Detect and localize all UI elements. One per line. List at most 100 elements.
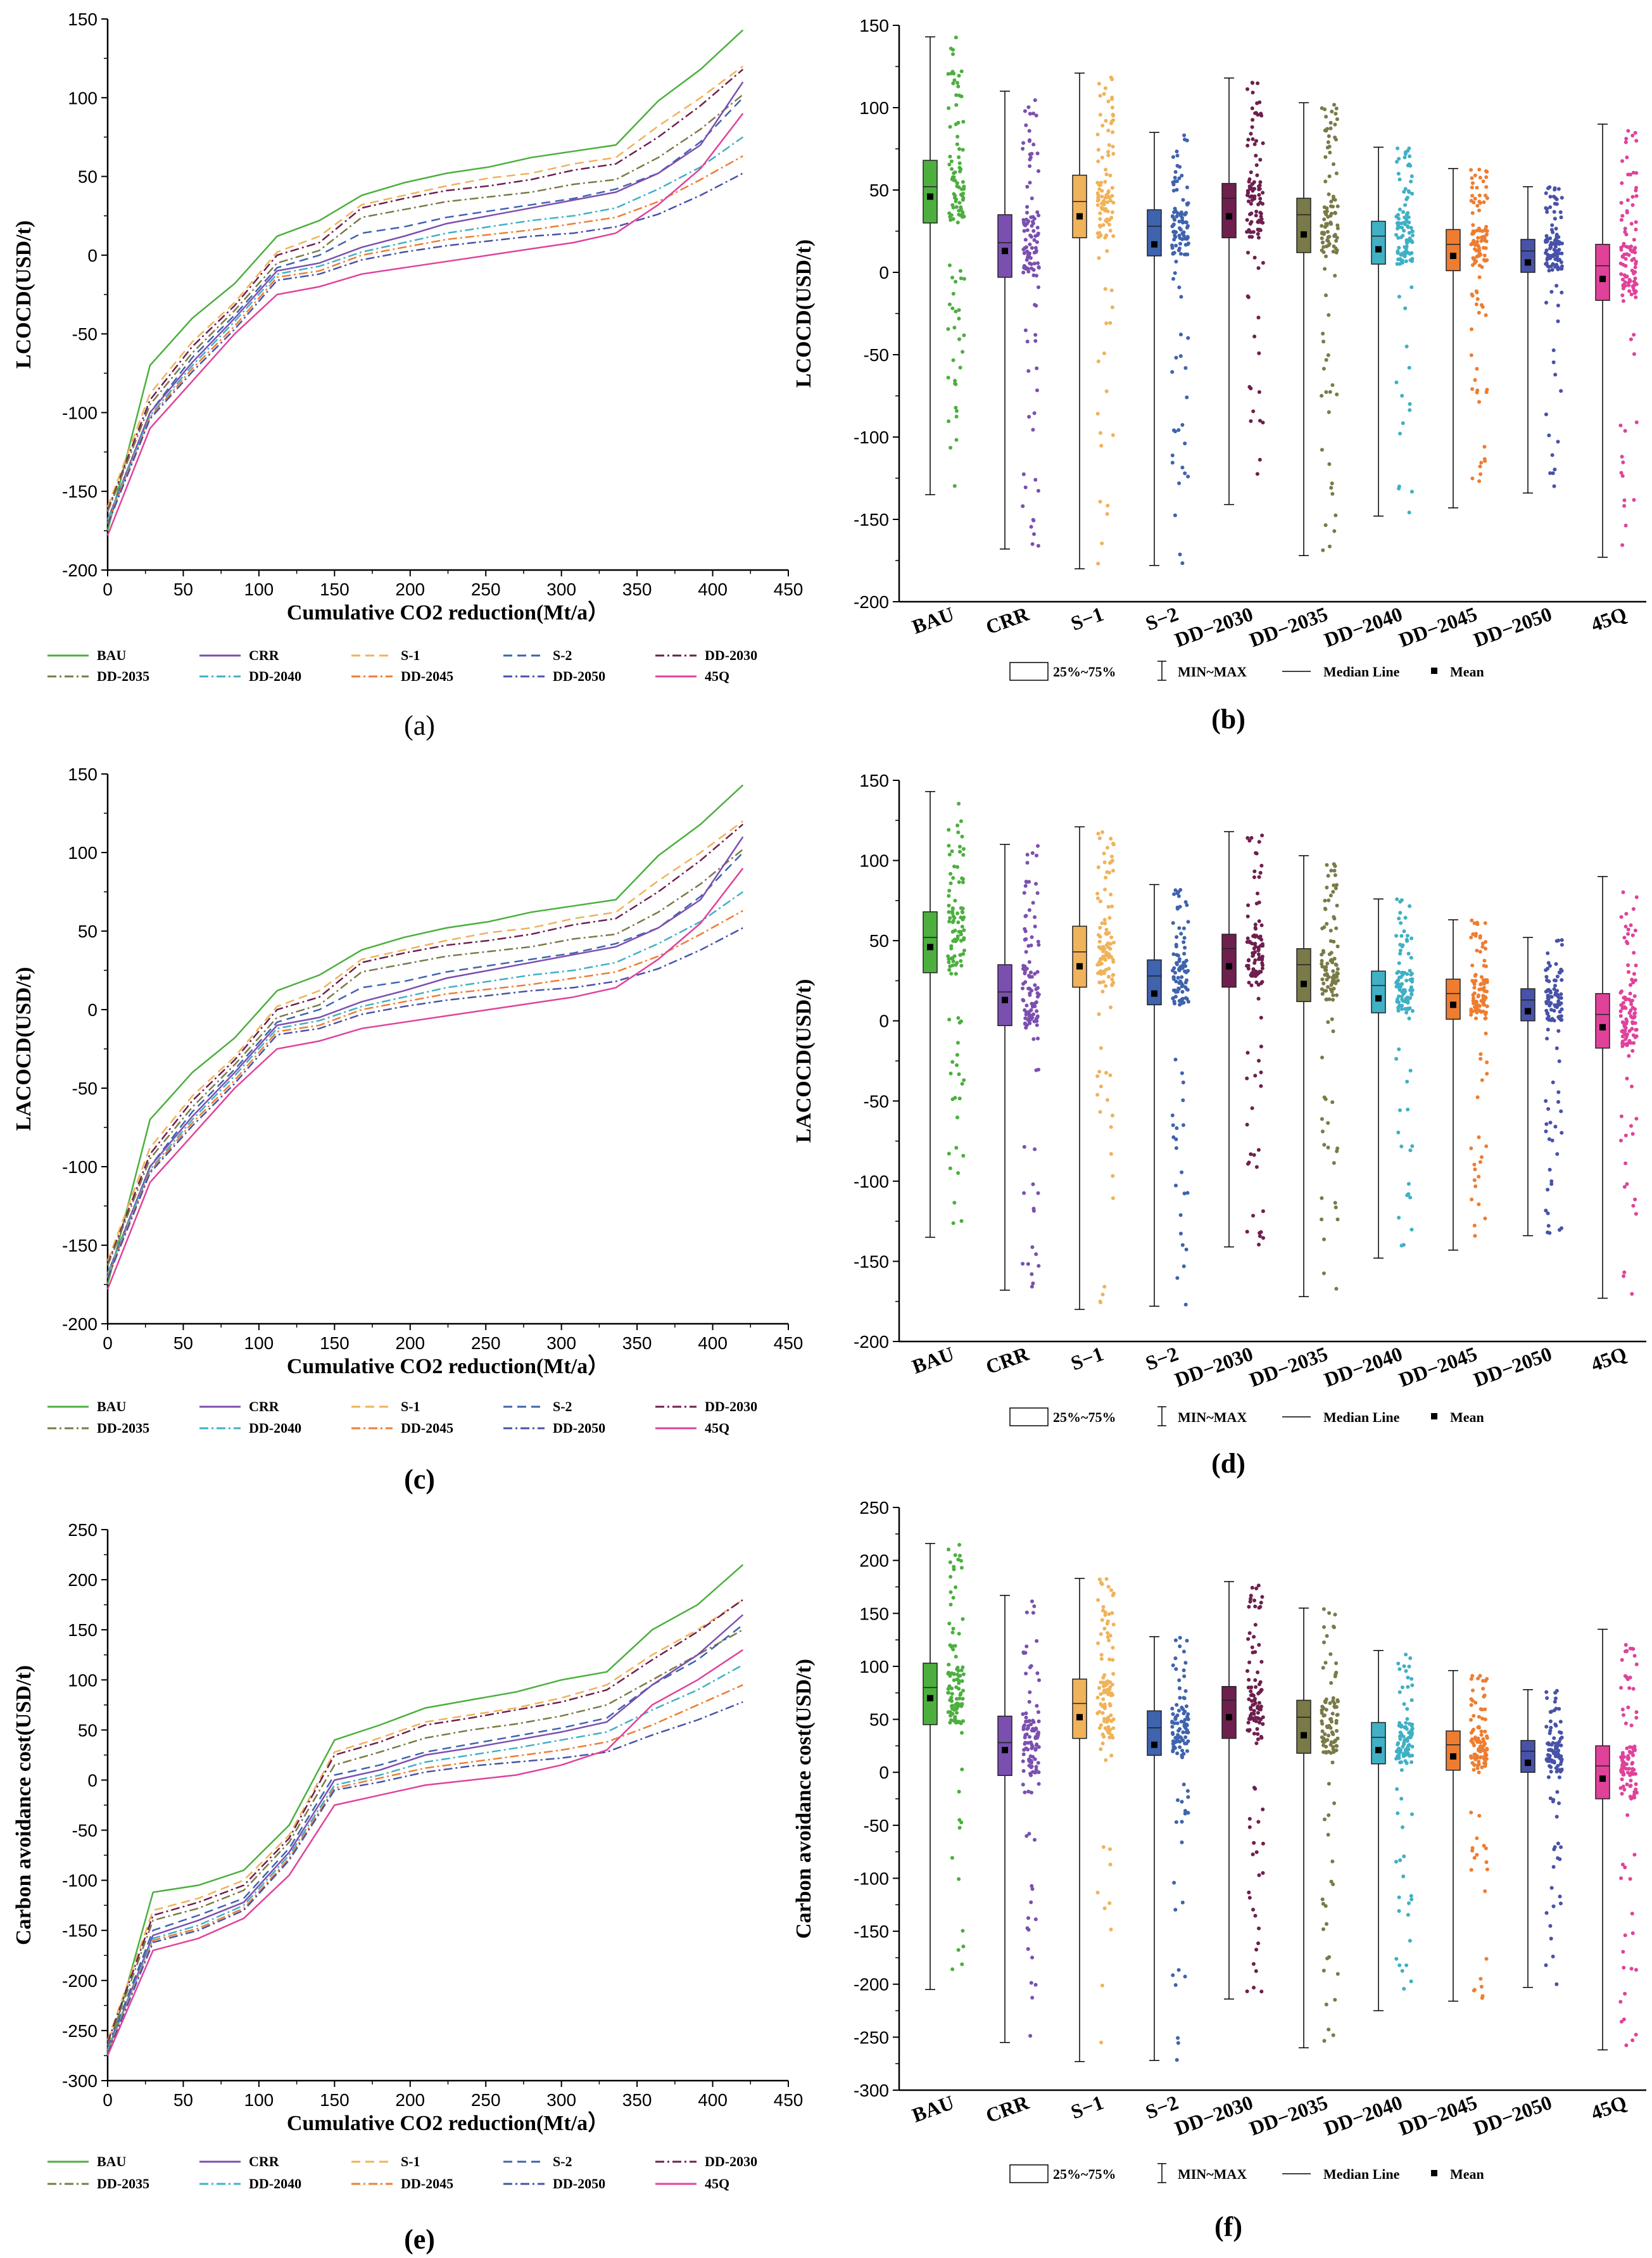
jitter-point (1021, 504, 1025, 509)
jitter-point (1171, 996, 1175, 1001)
box-iqr (1371, 220, 1386, 265)
jitter-point (1261, 191, 1265, 195)
jitter-point (1109, 1151, 1113, 1156)
jitter-point (947, 211, 952, 215)
jitter-point (1620, 1862, 1625, 1867)
y-tick-label: -50 (864, 1816, 889, 1836)
legend-label: DD-2030 (705, 2153, 757, 2169)
jitter-point (955, 865, 959, 869)
jitter-point (1022, 891, 1026, 895)
jitter-point (1328, 544, 1332, 549)
jitter-point (1410, 1727, 1414, 1732)
jitter-point (957, 161, 962, 165)
jitter-point (1548, 205, 1553, 210)
series-line-dd-2050 (106, 172, 743, 525)
jitter-point (1548, 1754, 1552, 1758)
jitter-point (1030, 220, 1035, 224)
jitter-point (1027, 1832, 1031, 1836)
jitter-point (1180, 1820, 1184, 1824)
jitter-point (1249, 170, 1253, 174)
jitter-point (1544, 1122, 1549, 1126)
jitter-point (952, 1678, 956, 1682)
jitter-point (1630, 1291, 1634, 1296)
jitter-point (1553, 993, 1558, 997)
jitter-point (1473, 196, 1477, 201)
x-tick-label: 300 (546, 2090, 576, 2110)
jitter-point (1021, 982, 1025, 986)
x-tick-label: 0 (103, 1333, 113, 1353)
box-iqr (1520, 1740, 1535, 1773)
jitter-point (1619, 471, 1624, 475)
jitter-point (1176, 428, 1181, 432)
jitter-point (1257, 900, 1261, 904)
jitter-point (1406, 1192, 1411, 1196)
x-tick-label: 200 (395, 580, 425, 599)
jitter-point (1170, 460, 1175, 465)
x-category-label: BAU (909, 1342, 957, 1378)
jitter-point (1030, 1996, 1035, 2000)
jitter-point (1032, 411, 1037, 415)
jitter-point (1544, 261, 1549, 265)
jitter-point (1632, 1041, 1636, 1045)
jitter-point (1245, 1669, 1249, 1673)
jitter-point (955, 142, 959, 146)
jitter-point (1402, 229, 1406, 233)
jitter-point (1096, 561, 1100, 566)
jitter-point (1099, 972, 1104, 976)
jitter-point (1410, 1683, 1415, 1687)
jitter-point (1629, 1967, 1634, 1971)
jitter-point (1111, 1717, 1116, 1722)
jitter-point (1257, 1873, 1261, 1877)
jitter-point (1026, 944, 1031, 948)
jitter-point (1181, 1081, 1185, 1084)
jitter-point (1260, 961, 1264, 965)
jitter-point (1252, 875, 1256, 879)
jitter-point (1259, 1601, 1263, 1605)
jitter-point (1245, 1051, 1250, 1055)
jitter-point (1035, 1671, 1040, 1675)
jitter-point (1329, 1716, 1334, 1721)
jitter-point (1252, 196, 1257, 201)
y-tick-label: 50 (78, 1720, 98, 1740)
jitter-point (1397, 1108, 1402, 1112)
jitter-point (1323, 179, 1328, 184)
jitter-point (951, 205, 955, 210)
jitter-point (1399, 1760, 1403, 1765)
jitter-point (1030, 1760, 1034, 1765)
jitter-point (1252, 869, 1257, 873)
jitter-point (1025, 250, 1030, 253)
y-tick-label: -300 (62, 2071, 98, 2091)
jitter-point (1177, 957, 1182, 961)
jitter-point (1334, 239, 1339, 243)
jitter-point (1329, 200, 1334, 204)
box-iqr (1221, 1685, 1237, 1739)
jitter-point (1098, 500, 1102, 504)
jitter-point (1260, 834, 1264, 837)
jitter-point (1034, 1252, 1038, 1257)
box-iqr (1595, 244, 1610, 301)
jitter-point (1109, 1927, 1113, 1932)
jitter-point (946, 376, 950, 380)
jitter-point (1031, 428, 1035, 432)
jitter-point (1025, 184, 1030, 189)
jitter-point (1332, 1801, 1337, 1805)
jitter-point (1624, 140, 1628, 144)
jitter-point (1254, 213, 1258, 218)
jitter-point (1620, 1766, 1624, 1771)
box-mean (1151, 241, 1157, 248)
jitter-point (1335, 1217, 1340, 1222)
jitter-point (960, 1082, 964, 1086)
jitter-point (1028, 975, 1032, 979)
jitter-point (1105, 932, 1109, 936)
jitter-point (1099, 969, 1103, 974)
jitter-point (1330, 1730, 1334, 1734)
series-line-dd-2030 (106, 823, 744, 1265)
jitter-point (1331, 890, 1335, 894)
jitter-point (1558, 1894, 1562, 1899)
jitter-point (1409, 936, 1414, 941)
y-tick-label: -100 (62, 1871, 98, 1891)
box-mean (1375, 1747, 1382, 1754)
jitter-point (952, 178, 956, 182)
jitter-point (1173, 271, 1177, 276)
jitter-point (1401, 421, 1405, 426)
